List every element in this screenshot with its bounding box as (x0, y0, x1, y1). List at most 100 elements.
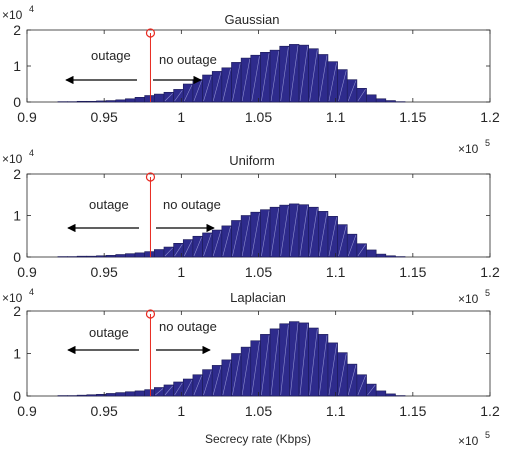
bar-hatch-line (183, 379, 193, 396)
x-tick-label: 0.95 (91, 264, 118, 280)
y-tick-label: 2 (13, 166, 21, 182)
histogram-bar (385, 255, 396, 258)
x-exponent: ×10 5 (458, 138, 490, 156)
x-tick-label: 1.2 (480, 403, 500, 419)
bar-hatch-line (338, 70, 347, 102)
x-exponent-base: ×10 (458, 292, 479, 306)
histogram-bar (125, 98, 136, 103)
x-tick-label: 1.1 (326, 109, 346, 125)
x-tick-label: 1.15 (399, 264, 426, 280)
y-exponent-base: ×10 (2, 152, 23, 166)
histogram-bar (385, 393, 396, 397)
x-exponent-power: 5 (485, 430, 490, 440)
bar-hatch-line (270, 51, 280, 102)
x-exponent-power: 5 (485, 138, 490, 148)
bar-hatch-line (232, 63, 241, 102)
x-exponent-power: 5 (485, 288, 490, 298)
histogram-bar (96, 255, 107, 258)
bar-hatch-line (164, 247, 173, 257)
x-exponent-base: ×10 (458, 434, 479, 448)
y-exponent-power: 4 (29, 4, 34, 14)
bar-hatch-line (241, 59, 251, 102)
histogram-bar (375, 253, 387, 258)
y-tick-label: 0 (13, 388, 21, 404)
histogram-bar (144, 389, 155, 397)
bar-hatch-line (309, 208, 318, 257)
plot-area: 0.9 0.95 1 1.05 1.1 1.15 1.2 0 1 2 (13, 166, 500, 280)
histogram-bar (115, 254, 126, 258)
bar-hatch-line (183, 240, 193, 257)
no-outage-label: no outage (159, 52, 217, 67)
subplot-title: Gaussian (225, 12, 280, 27)
bar-hatch-line (261, 335, 270, 396)
x-tick-label: 1.1 (326, 264, 346, 280)
histogram-bar (134, 390, 145, 397)
x-tick-label: 1.15 (399, 109, 426, 125)
bar-hatch-line (299, 46, 308, 102)
bar-hatch-line (212, 230, 222, 257)
x-tick-label: 0.95 (91, 109, 118, 125)
bar-hatch-line (357, 244, 366, 257)
bar-hatch-line (232, 221, 241, 257)
x-tick-label: 1.05 (245, 109, 272, 125)
bar-hatch-line (347, 235, 357, 257)
y-tick-label: 0 (13, 249, 21, 265)
bar-hatch-line (357, 89, 366, 102)
bar-hatch-line (280, 206, 289, 257)
bar-hatch-line (261, 53, 270, 102)
bar-hatch-line (270, 329, 280, 396)
x-tick-label: 1.1 (326, 403, 346, 419)
bar-hatch-line (164, 385, 173, 396)
histogram-bar (154, 93, 165, 103)
y-exponent-power: 4 (29, 287, 34, 297)
bar-hatch-line (212, 72, 222, 102)
x-tick-label: 0.9 (17, 264, 37, 280)
histogram-bar (134, 97, 145, 103)
histogram-bar (144, 95, 155, 103)
x-tick-label: 1 (177, 109, 185, 125)
bar-hatch-line (251, 341, 260, 396)
y-exponent-power: 4 (29, 148, 34, 158)
histogram-bar (76, 394, 88, 397)
y-exponent: ×10 4 (2, 4, 34, 22)
no-outage-label: no outage (159, 319, 217, 334)
bar-hatch-line (299, 323, 308, 396)
bar-hatch-line (203, 233, 212, 257)
histogram-bar (86, 394, 97, 397)
y-tick-label: 1 (13, 58, 21, 74)
histogram-bar (375, 390, 387, 397)
bar-hatch-line (338, 353, 347, 396)
no-outage-label: no outage (163, 197, 221, 212)
subplot-title: Uniform (229, 153, 275, 168)
bar-hatch-line (309, 49, 318, 102)
bar-hatch-line (203, 370, 212, 396)
y-exponent-base: ×10 (2, 8, 23, 22)
bar-hatch-line (309, 328, 318, 396)
histogram-bar (86, 100, 97, 103)
bar-hatch-line (174, 90, 183, 102)
bar-hatch-line (241, 216, 251, 257)
bar-hatch-line (328, 217, 337, 257)
x-exponent: ×10 5 (458, 288, 490, 306)
subplot-gaussian: Gaussian ×10 4 0.9 0.95 1 1.05 1.1 1.15 1.2 0 1 2… (2, 4, 500, 156)
bar-hatch-line (222, 68, 231, 102)
y-exponent: ×10 4 (2, 148, 34, 166)
bar-hatch-line (183, 84, 193, 102)
y-tick-label: 0 (13, 94, 21, 110)
y-tick-label: 2 (13, 303, 21, 319)
bar-hatch-line (328, 62, 337, 102)
bar-hatch-line (290, 204, 299, 257)
histogram-bar (96, 100, 107, 103)
x-tick-label: 1.2 (480, 264, 500, 280)
histogram-bar (385, 100, 396, 103)
subplot-laplacian: Laplacian ×10 4 0.9 0.95 1 1.05 1.1 1.15 1.2 0 1… (2, 287, 500, 448)
x-axis-label: Secrecy rate (Kbps) (205, 432, 311, 446)
bar-hatch-line (338, 225, 347, 257)
bar-hatch-line (319, 335, 328, 396)
subplot-title: Laplacian (230, 290, 286, 305)
y-tick-label: 1 (13, 208, 21, 224)
y-exponent: ×10 4 (2, 287, 34, 305)
x-exponent-base: ×10 (458, 142, 479, 156)
bar-hatch-line (193, 375, 202, 396)
subplot-uniform: Uniform ×10 4 0.9 0.95 1 1.05 1.1 1.15 1.2012 … (2, 148, 500, 306)
